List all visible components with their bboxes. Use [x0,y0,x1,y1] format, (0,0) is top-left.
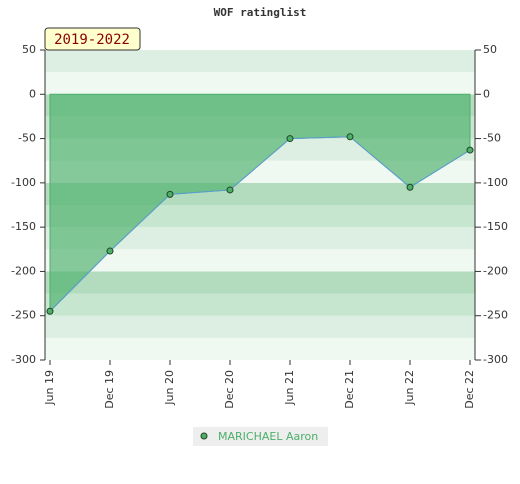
grid-band [45,337,475,360]
y-tick-label: 0 [29,87,36,100]
y2-tick-label: -50 [483,132,501,145]
x-tick-label: Jun 21 [283,370,296,406]
y-tick-label: 50 [22,43,36,56]
legend-marker [200,432,208,440]
x-tick-label: Jun 20 [163,370,176,406]
marker [106,247,114,255]
grid-band [45,50,475,73]
chart-title: WOF ratinglist [214,6,307,19]
y-tick-label: -50 [18,132,36,145]
marker [286,135,294,143]
legend-label: MARICHAEL Aaron [218,430,318,443]
marker [346,133,354,141]
marker [466,146,474,154]
grid-band [45,315,475,338]
annotation-box [44,27,141,51]
x-tick-label: Dec 22 [463,370,476,409]
y2-tick-label: -300 [483,353,508,366]
y2-tick-label: -150 [483,220,508,233]
x-tick-label: Jun 19 [43,370,56,406]
y-tick-label: -150 [11,220,36,233]
line [49,136,471,312]
y2-tick-label: 50 [483,43,497,56]
y-tick-label: -100 [11,176,36,189]
marker [226,186,234,194]
annotation: 2019-2022 [54,32,130,48]
grid-band [45,227,475,250]
grid-band [45,293,475,316]
grid-band [45,72,475,95]
y2-tick-label: -100 [483,176,508,189]
y2-tick-label: -200 [483,264,508,277]
y-tick-label: -300 [11,353,36,366]
y2-tick-label: 0 [483,87,490,100]
x-tick-label: Dec 20 [223,370,236,409]
x-tick-label: Dec 19 [103,370,116,409]
y2-tick-label: -250 [483,309,508,322]
marker [406,183,414,191]
marker [46,307,54,315]
grid-band [45,271,475,294]
x-tick-label: Jun 22 [403,370,416,406]
x-tick-label: Dec 21 [343,370,356,409]
grid-band [45,249,475,272]
legend [193,427,328,446]
y-tick-label: -200 [11,264,36,277]
y-tick-label: -250 [11,309,36,322]
marker [166,190,174,198]
